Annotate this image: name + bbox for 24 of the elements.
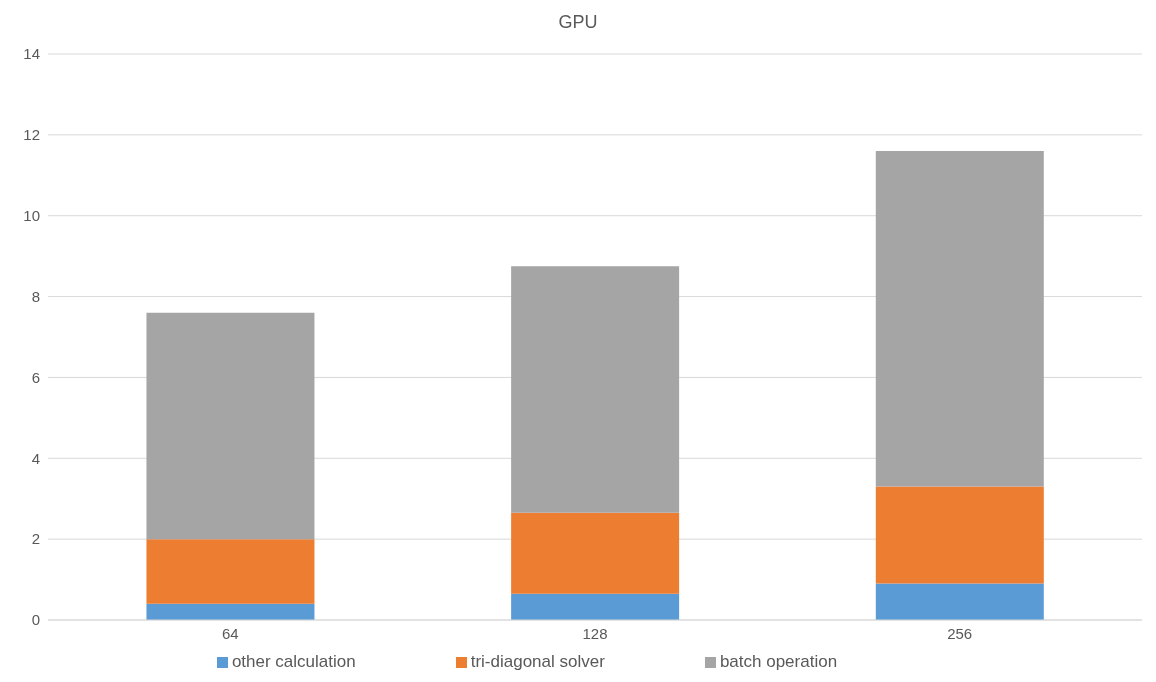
bar [875,151,1044,487]
bar [511,512,680,594]
bar [875,583,1044,620]
legend-label: tri-diagonal solver [470,652,605,671]
y-tick-label: 8 [31,287,40,305]
y-tick-label: 14 [23,45,40,63]
bar [511,593,680,620]
y-tick-label: 10 [23,207,40,225]
chart-title: GPU [557,11,599,34]
bar [146,603,315,620]
x-tick-label: 256 [947,624,973,642]
y-tick-label: 12 [23,126,40,144]
bar [875,486,1044,584]
bar [146,539,315,604]
y-tick-label: 4 [31,449,40,467]
y-tick-label: 2 [31,530,40,548]
y-tick-label: 6 [31,368,40,386]
legend-label: other calculation [231,652,356,671]
x-tick-label: 128 [582,624,608,642]
x-tick-label: 64 [221,624,239,642]
legend-label: batch operation [719,652,838,671]
bar [511,266,680,513]
bar [146,312,315,540]
y-tick-label: 0 [31,611,40,629]
